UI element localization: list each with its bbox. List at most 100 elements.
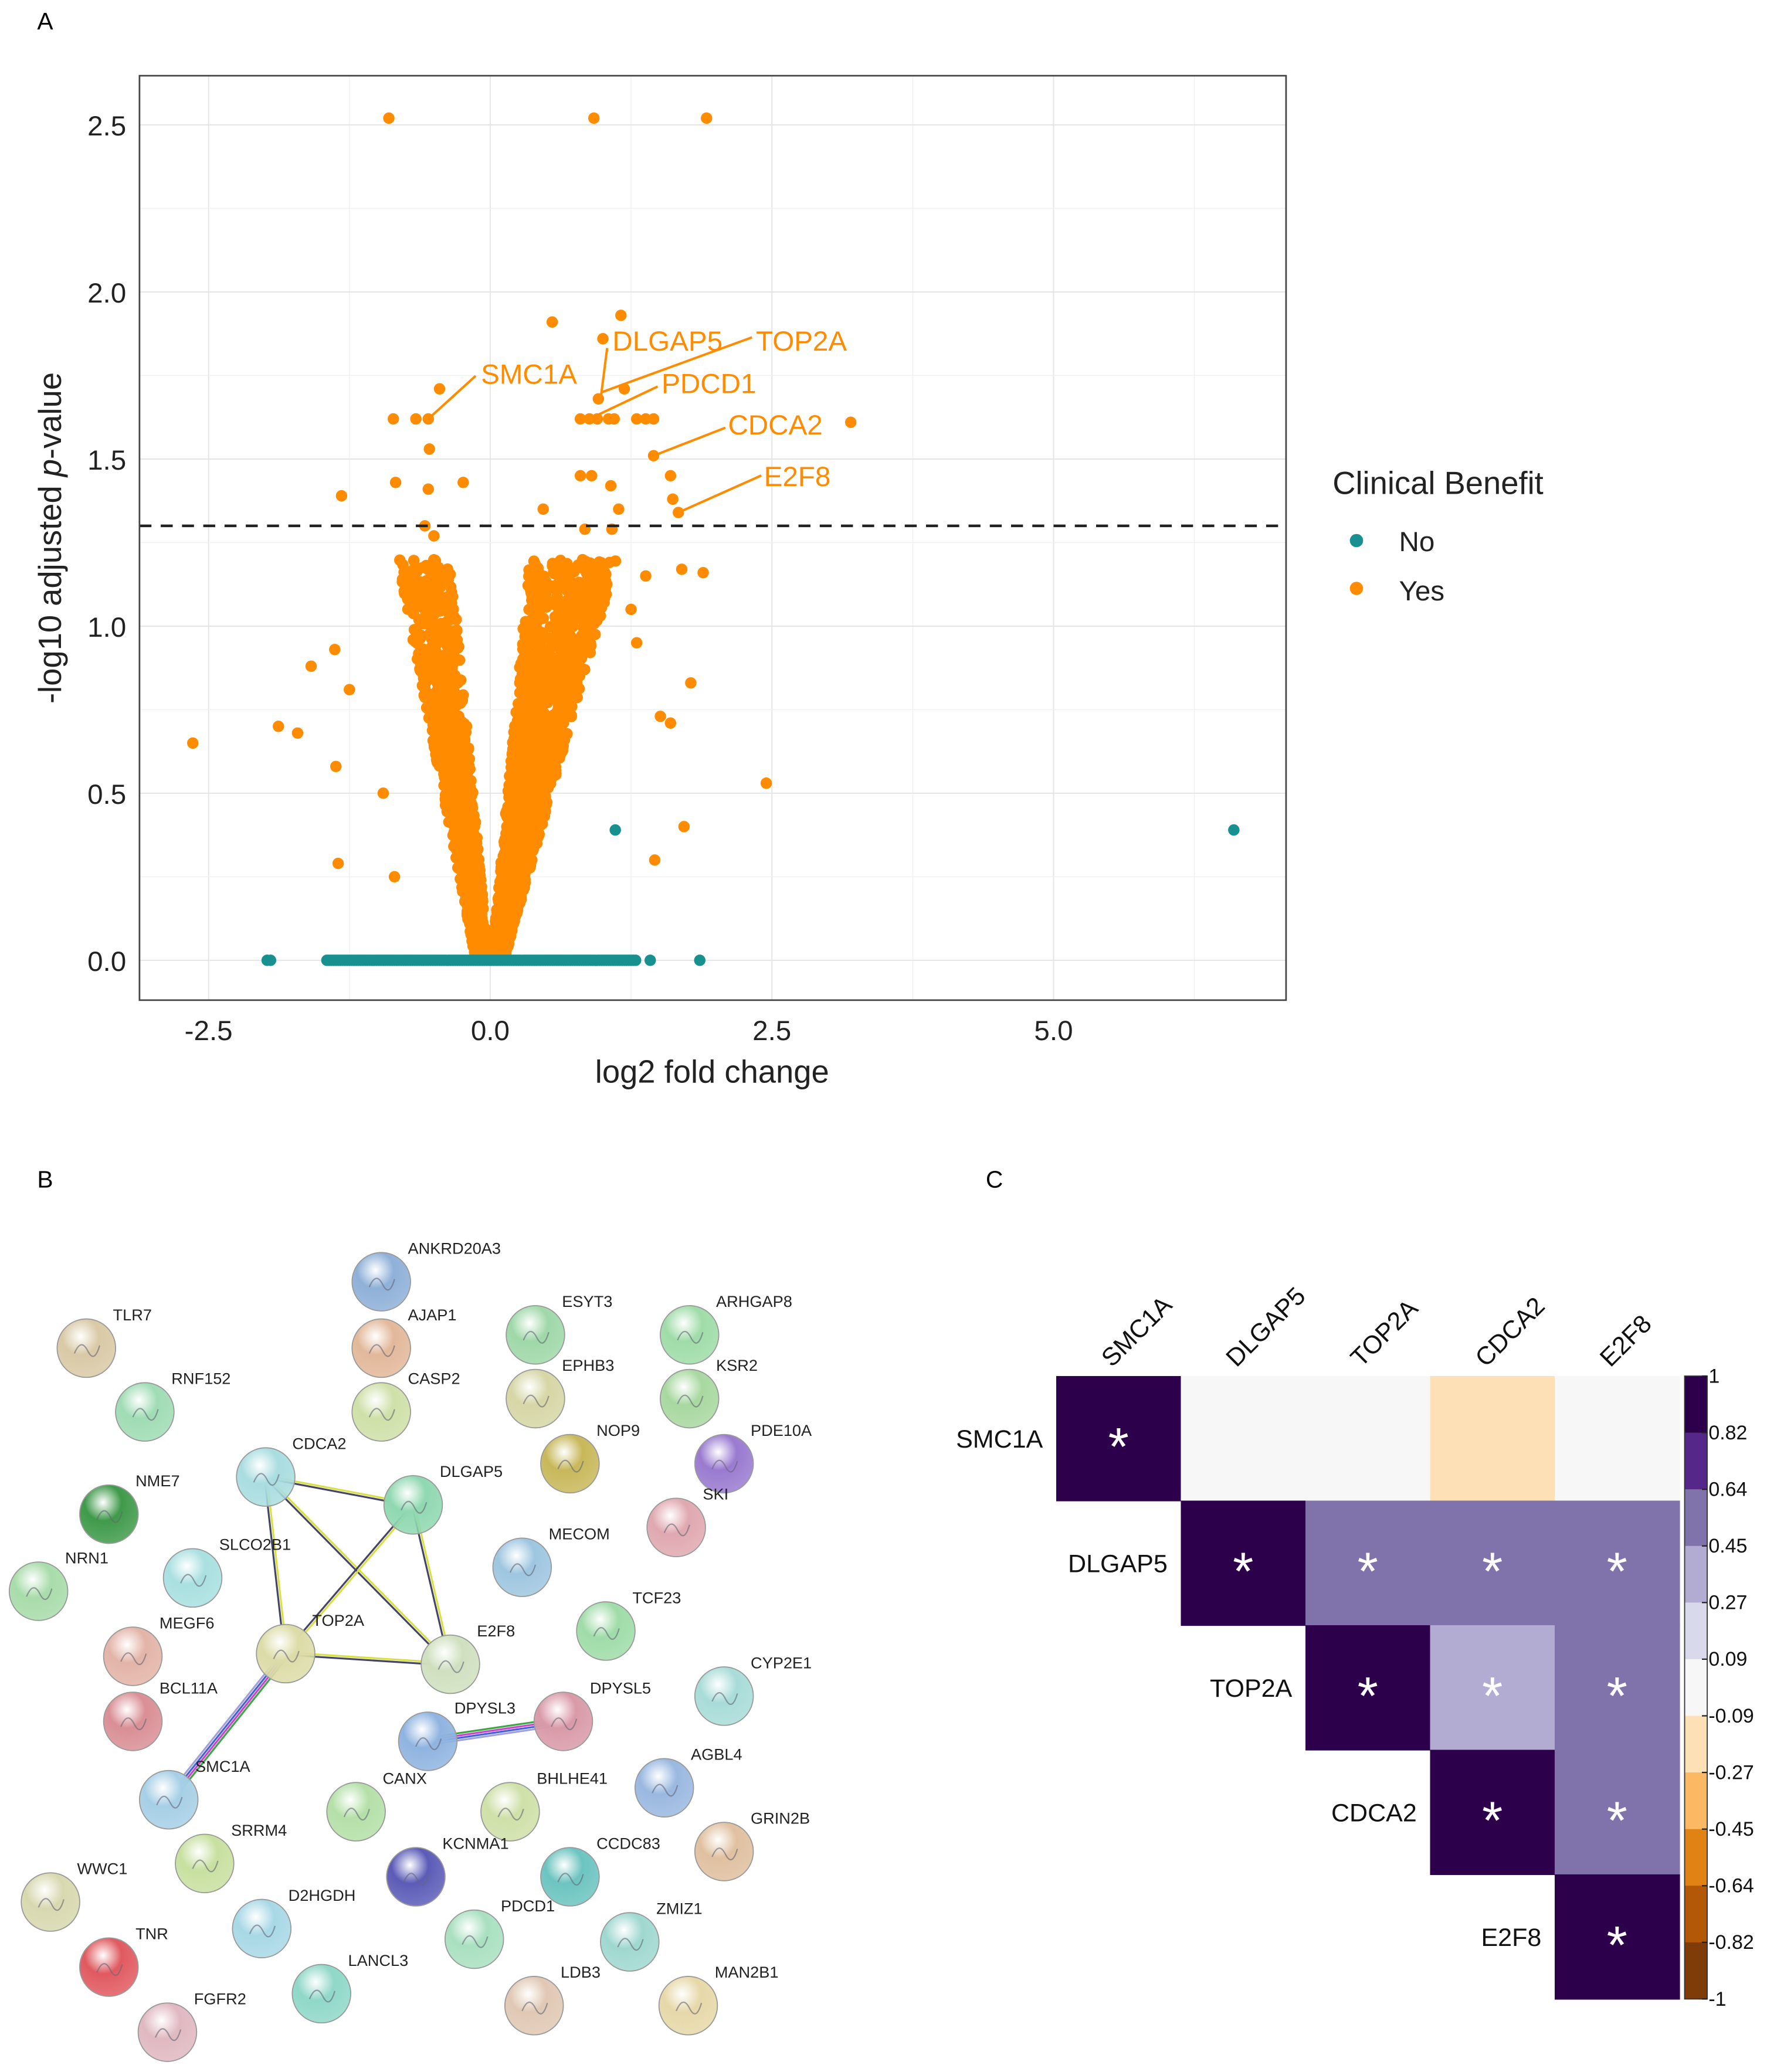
point-yes (442, 709, 454, 721)
point-yes (505, 906, 517, 918)
network-node-label: AJAP1 (408, 1306, 456, 1324)
network-node-label: MAN2B1 (715, 1963, 779, 1981)
heatmap-row-label: DLGAP5 (1068, 1550, 1168, 1578)
point-yes (464, 763, 476, 775)
point-yes (449, 639, 461, 651)
point-yes (405, 584, 418, 596)
point-yes (573, 682, 585, 695)
point-yes (436, 572, 448, 584)
colorbar-bin (1684, 1716, 1708, 1773)
point-no (644, 955, 656, 966)
point-yes (599, 580, 611, 592)
point-yes (466, 801, 479, 814)
protein-structure-icon (120, 1717, 147, 1730)
y-tick-label: 0.0 (87, 946, 126, 977)
colorbar-tick-label: -0.45 (1708, 1818, 1754, 1840)
protein-structure-icon (132, 1408, 159, 1421)
legend-title: Clinical Benefit (1332, 466, 1544, 501)
network-node-label: D2HGDH (289, 1886, 356, 1904)
point-yes (445, 592, 457, 604)
point-yes (615, 310, 627, 321)
point-yes (533, 755, 545, 767)
heatmap-col-label: CDCA2 (1470, 1292, 1551, 1372)
point-yes (654, 711, 666, 722)
protein-structure-icon (557, 1459, 584, 1473)
point-yes (520, 680, 532, 692)
point-yes (451, 840, 463, 852)
colorbar-bin (1684, 1772, 1708, 1830)
heatmap-cell (1554, 1874, 1680, 2000)
point-yes (561, 685, 574, 697)
point-yes (450, 765, 462, 776)
network-edge (286, 1505, 415, 1655)
annotation-label: TOP2A (756, 326, 847, 357)
network-edge (169, 1653, 287, 1801)
point-yes (551, 711, 562, 723)
point-yes (450, 748, 462, 759)
significance-marker: * (1607, 1791, 1627, 1850)
point-yes (472, 926, 484, 938)
point-yes (465, 838, 477, 850)
annotation-leader-line (589, 385, 659, 420)
point-yes (547, 560, 558, 572)
point-yes (548, 722, 560, 734)
colorbar-tick-label: -1 (1708, 1988, 1726, 2010)
point-yes (432, 562, 445, 573)
point-yes (592, 393, 605, 405)
network-node-label: ESYT3 (562, 1292, 612, 1310)
point-yes (667, 493, 679, 505)
legend-yes-swatch (1349, 582, 1364, 595)
point-yes (411, 566, 423, 578)
point-yes (463, 886, 476, 898)
protein-structure-icon (180, 1574, 207, 1587)
heatmap-cell (1305, 1375, 1431, 1502)
point-yes (458, 780, 470, 792)
significance-marker: * (1358, 1542, 1378, 1601)
point-yes (456, 718, 468, 729)
heatmap-cell (1554, 1625, 1680, 1751)
point-yes (520, 616, 531, 627)
point-yes (434, 722, 446, 733)
point-yes (630, 637, 643, 649)
point-yes (523, 799, 535, 811)
plot-background (139, 76, 1286, 1000)
point-yes (574, 470, 586, 482)
colorbar-bin (1684, 1659, 1708, 1717)
colorbar-tick-label: 0.09 (1708, 1648, 1747, 1670)
protein-structure-icon (663, 1523, 690, 1537)
point-yes (506, 924, 517, 936)
protein-structure-icon (368, 1408, 395, 1421)
annotation-label: CDCA2 (728, 410, 822, 441)
point-yes (417, 594, 429, 606)
point-yes (525, 811, 538, 824)
colorbar-tick-label: -0.82 (1708, 1931, 1754, 1954)
network-node-label: WWC1 (77, 1859, 127, 1877)
protein-structure-icon (26, 1587, 53, 1600)
point-yes (640, 570, 652, 582)
significance-marker: * (1482, 1667, 1503, 1726)
point-yes (565, 640, 577, 652)
point-yes (436, 630, 448, 642)
protein-structure-icon (523, 1394, 550, 1408)
protein-structure-icon (711, 1847, 738, 1860)
annotation-leader-line (677, 474, 762, 514)
point-yes (552, 652, 564, 664)
protein-structure-icon (368, 1278, 395, 1291)
network-node-label: DPYSL5 (590, 1679, 651, 1697)
point-yes (523, 835, 535, 847)
x-tick-label: -2.5 (185, 1015, 233, 1047)
heatmap-cell (1554, 1375, 1680, 1502)
string-network: ANKRD20A3 AJAP1 CASP2 TLR7 RNF152 NME7 NRN1 CDC… (8, 1239, 812, 2062)
point-yes (503, 846, 515, 858)
heatmap-row-label: SMC1A (956, 1425, 1043, 1453)
point-yes (520, 706, 533, 718)
volcano-legend: Clinical Benefit No Yes (1332, 466, 1544, 607)
colorbar-tick-label: -0.27 (1708, 1761, 1754, 1784)
heatmap-cell (1056, 1375, 1182, 1502)
significance-marker: * (1482, 1542, 1503, 1601)
point-yes (330, 760, 342, 773)
panel-label-c: C (986, 1166, 1003, 1193)
network-node-label: EPHB3 (562, 1356, 614, 1374)
point-yes (589, 586, 602, 598)
